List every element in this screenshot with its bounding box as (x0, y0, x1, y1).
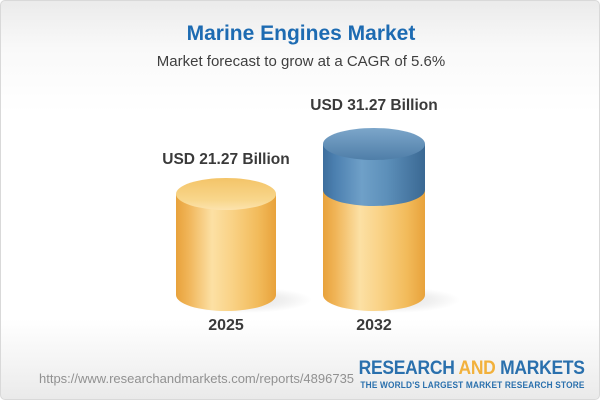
logo-word-markets: MARKETS (500, 358, 586, 379)
logo-word-research: RESEARCH (359, 358, 455, 379)
cylinder-2032-base-segment (323, 190, 425, 311)
chart-subtitle: Market forecast to grow at a CAGR of 5.6… (156, 53, 446, 70)
cylinder-2032-growth-segment (323, 128, 425, 206)
cylinder-2025 (176, 178, 276, 311)
chart-title: Marine Engines Market (186, 22, 416, 45)
logo-word-and: AND (458, 358, 496, 379)
report-url: https://www.researchandmarkets.com/repor… (39, 371, 355, 386)
category-label-2032: 2032 (356, 317, 392, 334)
category-label-2025: 2025 (208, 317, 244, 334)
value-label-2032: USD 31.27 Billion (310, 97, 438, 114)
research-and-markets-logo: RESEARCH AND MARKETS THE WORLD'S LARGEST… (359, 359, 585, 390)
logo-wordmark: RESEARCH AND MARKETS (359, 359, 585, 378)
logo-tagline: THE WORLD'S LARGEST MARKET RESEARCH STOR… (360, 380, 585, 390)
value-label-2025: USD 21.27 Billion (162, 151, 290, 168)
cylinder-2032 (323, 128, 425, 311)
